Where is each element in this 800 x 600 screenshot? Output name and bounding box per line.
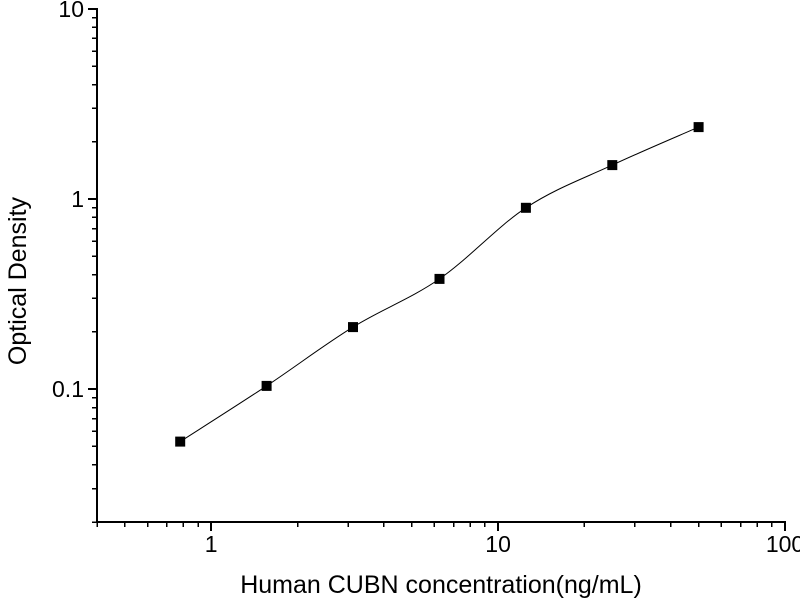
y-axis-title: Optical Density <box>4 196 32 365</box>
data-point-marker <box>520 202 531 213</box>
data-point-marker <box>348 322 358 333</box>
x-tick-label: 100 <box>766 531 800 557</box>
axes-layer <box>96 8 786 523</box>
data-point-marker <box>607 160 618 171</box>
x-tick-label: 10 <box>485 531 511 557</box>
ticks-layer <box>88 8 786 531</box>
series-layer <box>175 122 704 447</box>
y-tick-label: 10 <box>58 0 84 22</box>
x-tick-label: 1 <box>205 531 218 557</box>
y-tick-label: 0.1 <box>52 376 84 402</box>
data-point-marker <box>693 122 704 133</box>
y-tick-label: 1 <box>71 186 84 212</box>
x-axis-title: Human CUBN concentration(ng/mL) <box>240 571 642 599</box>
data-point-marker <box>261 380 272 391</box>
fit-curve-line <box>179 126 699 443</box>
data-point-marker <box>175 436 186 447</box>
tick-labels-layer: 1 10 100 0.1 1 10 <box>52 0 800 557</box>
data-point-marker <box>434 273 445 284</box>
